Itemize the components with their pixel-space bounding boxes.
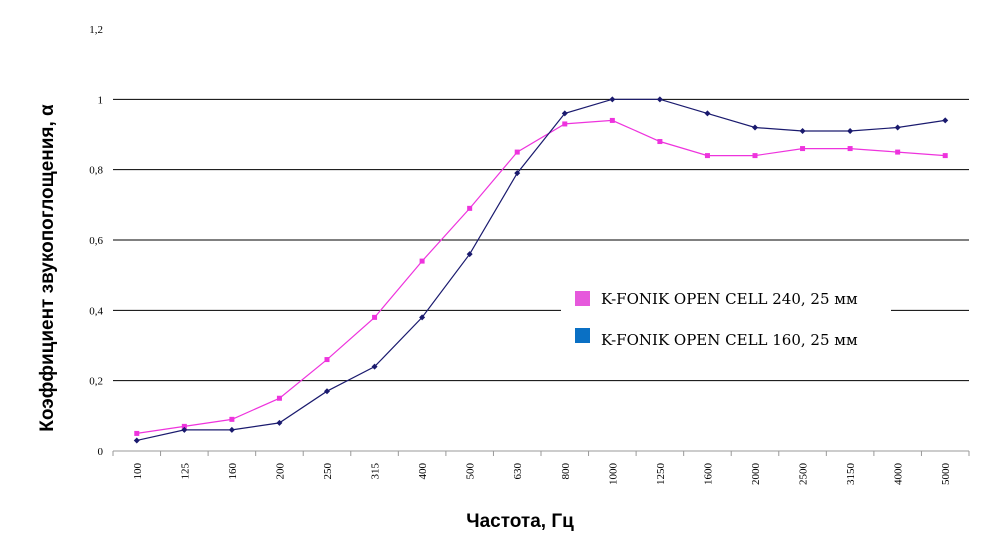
- x-tick-label: 400: [417, 463, 429, 480]
- data-point: [847, 127, 854, 134]
- y-axis-title: Коэффициент звукопоглощения, α: [37, 104, 58, 432]
- series-line: [136, 119, 946, 434]
- y-tick-label: 1: [98, 94, 104, 106]
- data-point: [133, 437, 140, 444]
- legend-label-160: K-FONIK OPEN CELL 160, 25 мм: [601, 331, 858, 349]
- x-tick-label: 200: [274, 463, 286, 480]
- legend-label-240: K-FONIK OPEN CELL 240, 25 мм: [601, 290, 858, 308]
- data-point: [228, 426, 235, 433]
- x-tick-label: 5000: [940, 463, 952, 486]
- data-point: [467, 205, 473, 211]
- data-point: [419, 258, 425, 264]
- data-point: [704, 153, 710, 159]
- data-point: [324, 388, 330, 395]
- y-tick-label: 0: [98, 446, 104, 458]
- x-tick-label: 800: [560, 463, 572, 480]
- data-point: [942, 153, 948, 159]
- axis-layer: 0 0,2 0,4 0,6 0,8 1 1,2 100 125 160 200 250 315 400 50…: [89, 24, 970, 486]
- data-point: [656, 96, 663, 103]
- data-point: [609, 96, 616, 103]
- data-point: [562, 121, 568, 127]
- y-tick-label: 0,2: [89, 376, 103, 388]
- data-point: [371, 363, 378, 370]
- series-line: [136, 98, 946, 441]
- data-point: [324, 357, 330, 363]
- data-point: [181, 423, 187, 429]
- x-tick-label: 1000: [607, 463, 619, 486]
- data-point: [609, 117, 615, 123]
- x-tick-label: 125: [179, 463, 191, 480]
- data-point: [704, 110, 711, 117]
- y-tick-label: 0,4: [89, 305, 103, 317]
- x-tick-label: 1250: [655, 463, 667, 486]
- x-tick-label: 100: [132, 463, 144, 480]
- x-tick-label: 2500: [798, 463, 810, 486]
- x-tick-label: 160: [227, 463, 239, 480]
- data-point: [181, 426, 188, 433]
- data-point: [942, 117, 949, 124]
- x-tick-label: 315: [370, 463, 382, 480]
- y-tick-label: 0,8: [89, 165, 103, 177]
- y-tick-label: 0,6: [89, 235, 103, 247]
- data-point: [514, 149, 520, 155]
- legend-swatch-240: [575, 291, 590, 306]
- series-1: [133, 96, 949, 444]
- data-point: [372, 314, 378, 320]
- data-point: [894, 124, 901, 131]
- x-tick-label: 250: [322, 463, 334, 480]
- data-point: [276, 419, 283, 426]
- y-tick-label: 1,2: [89, 24, 103, 36]
- data-point: [134, 430, 140, 436]
- x-axis-title: Частота, Гц: [466, 511, 574, 532]
- x-tick-label: 500: [465, 463, 477, 480]
- data-point: [799, 127, 806, 134]
- x-tick-label: 3150: [845, 463, 857, 486]
- legend-swatch-160: [575, 328, 590, 343]
- data-point: [657, 139, 663, 145]
- data-point: [847, 146, 853, 152]
- x-tick-label: 630: [512, 463, 524, 480]
- data-point: [752, 153, 758, 159]
- x-tick-label: 4000: [893, 463, 905, 486]
- data-point: [276, 395, 282, 401]
- data-point: [466, 251, 473, 258]
- series-layer: [133, 96, 949, 444]
- data-point: [514, 170, 521, 177]
- x-tick-label: 2000: [750, 463, 762, 486]
- data-point: [895, 149, 901, 155]
- data-point: [561, 110, 568, 117]
- x-tick-label: 1600: [702, 463, 714, 486]
- data-point: [229, 416, 235, 422]
- data-point: [419, 314, 426, 321]
- series-0: [134, 117, 948, 436]
- legend: K-FONIK OPEN CELL 240, 25 мм K-FONIK OPE…: [561, 276, 891, 360]
- data-point: [752, 124, 758, 131]
- legend-background: [561, 276, 891, 360]
- data-point: [800, 146, 806, 152]
